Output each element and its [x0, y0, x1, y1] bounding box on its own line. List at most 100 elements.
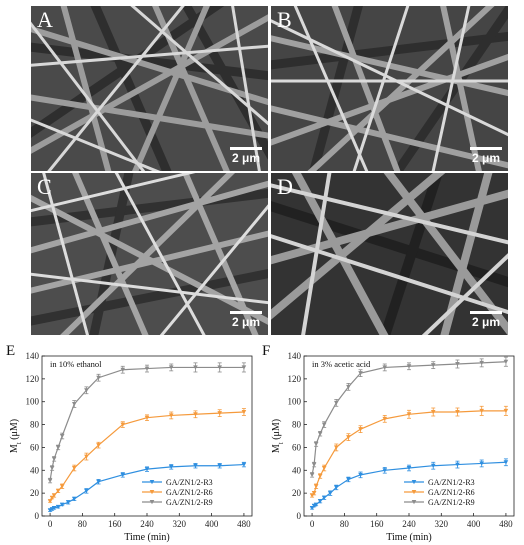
- data-point: [59, 502, 65, 507]
- y-tick-label: 40: [292, 465, 302, 475]
- y-axis-label-sub: t: [15, 442, 23, 444]
- data-point: [120, 422, 126, 427]
- data-point: [96, 479, 101, 485]
- legend-marker: [411, 490, 417, 495]
- y-tick-label: 100: [26, 397, 40, 407]
- data-point: [241, 410, 247, 415]
- data-point: [55, 488, 61, 494]
- scale-bar-c: 2 μm: [230, 311, 262, 329]
- series-GA/ZN1/2-R6: [47, 408, 247, 504]
- x-tick-label: 0: [310, 519, 315, 529]
- data-point: [51, 506, 57, 511]
- x-tick-label: 480: [499, 519, 513, 529]
- y-axis-label-main: M: [9, 444, 20, 453]
- data-point: [120, 367, 126, 373]
- data-point: [317, 499, 323, 504]
- sem-panel-a: A 2 μm: [31, 6, 268, 171]
- data-point: [455, 462, 460, 467]
- data-point: [334, 445, 339, 450]
- series-GA/ZN1/2-R3: [309, 458, 509, 511]
- y-tick-label: 140: [288, 351, 302, 361]
- data-point: [334, 400, 339, 406]
- data-point: [503, 460, 509, 465]
- data-point: [406, 412, 412, 417]
- fiber-image-b: [271, 6, 508, 171]
- y-axis-label: Mt (μM): [271, 419, 285, 453]
- x-tick-label: 400: [467, 519, 481, 529]
- data-point: [346, 384, 351, 390]
- chart-letter-e: E: [6, 343, 16, 359]
- data-point: [313, 484, 319, 489]
- x-tick-label: 160: [370, 519, 384, 529]
- y-axis-label: Mt (μM): [9, 419, 23, 453]
- y-tick-label: 80: [292, 420, 302, 430]
- y-axis-label-unit: (μM): [9, 419, 20, 442]
- y-tick-label: 60: [30, 442, 40, 452]
- series-GA/ZN1/2-R3: [47, 461, 247, 513]
- data-point: [49, 466, 55, 471]
- chart-letter-f: F: [262, 343, 271, 359]
- data-point: [346, 477, 351, 482]
- data-point: [406, 466, 412, 471]
- data-point: [455, 362, 460, 367]
- data-point: [72, 466, 77, 471]
- y-tick-label: 80: [30, 420, 40, 430]
- data-point: [430, 463, 436, 469]
- y-tick-label: 20: [292, 488, 302, 498]
- legend-marker: [149, 490, 155, 495]
- data-point: [168, 464, 174, 470]
- y-tick-label: 120: [288, 374, 302, 384]
- x-tick-label: 480: [237, 519, 251, 529]
- data-point: [382, 365, 388, 370]
- x-tick-label: 320: [435, 519, 449, 529]
- y-tick-label: 120: [26, 374, 40, 384]
- fiber-image-d: [271, 173, 508, 335]
- x-axis-label: Time (min): [386, 532, 431, 543]
- data-point: [47, 478, 53, 483]
- data-point: [317, 431, 323, 437]
- data-point: [479, 360, 484, 366]
- scale-label-c: 2 μm: [231, 315, 261, 329]
- data-point: [327, 491, 333, 496]
- y-axis-label-unit: (μM): [271, 419, 282, 442]
- data-point: [309, 472, 315, 478]
- sem-panel-d: D 2 μm: [271, 173, 508, 335]
- data-point: [96, 375, 101, 381]
- data-point: [382, 468, 388, 473]
- fiber-image-a: [31, 6, 268, 171]
- data-point: [241, 462, 247, 467]
- data-point: [217, 365, 222, 370]
- data-point: [241, 365, 247, 370]
- y-axis-label-sub: t: [277, 442, 285, 444]
- x-tick-label: 400: [205, 519, 219, 529]
- chart-e-svg: 0 80 160 240 320 400 480 0 20 40 60 80 100 120 140 Time…: [9, 351, 253, 543]
- legend-marker: [411, 500, 417, 505]
- scale-bar-d: 2 μm: [470, 311, 502, 329]
- data-point: [120, 472, 126, 478]
- data-point: [193, 412, 198, 417]
- legend-entry: GA/ZN1/2-R9: [166, 498, 213, 507]
- data-point: [455, 410, 460, 415]
- scale-label-a: 2 μm: [231, 151, 261, 165]
- panel-letter-d: D: [277, 174, 293, 199]
- data-point: [168, 365, 174, 370]
- data-point: [84, 454, 89, 459]
- data-point: [313, 502, 319, 507]
- y-tick-label: 140: [26, 351, 40, 361]
- data-point: [47, 499, 53, 504]
- y-tick-label: 0: [35, 511, 40, 521]
- data-point: [217, 463, 222, 469]
- data-point: [59, 434, 65, 439]
- scale-label-d: 2 μm: [471, 315, 501, 329]
- data-point: [55, 504, 61, 510]
- x-tick-label: 320: [173, 519, 187, 529]
- x-axis-label: Time (min): [124, 532, 169, 543]
- legend-entry: GA/ZN1/2-R6: [166, 488, 213, 497]
- y-tick-label: 0: [297, 511, 302, 521]
- series-GA/ZN1/2-R9: [309, 356, 509, 478]
- chart-annotation: in 3% acetic acid: [312, 359, 371, 369]
- data-point: [430, 363, 436, 368]
- data-point: [358, 472, 363, 478]
- data-point: [51, 456, 57, 462]
- y-tick-label: 20: [30, 488, 40, 498]
